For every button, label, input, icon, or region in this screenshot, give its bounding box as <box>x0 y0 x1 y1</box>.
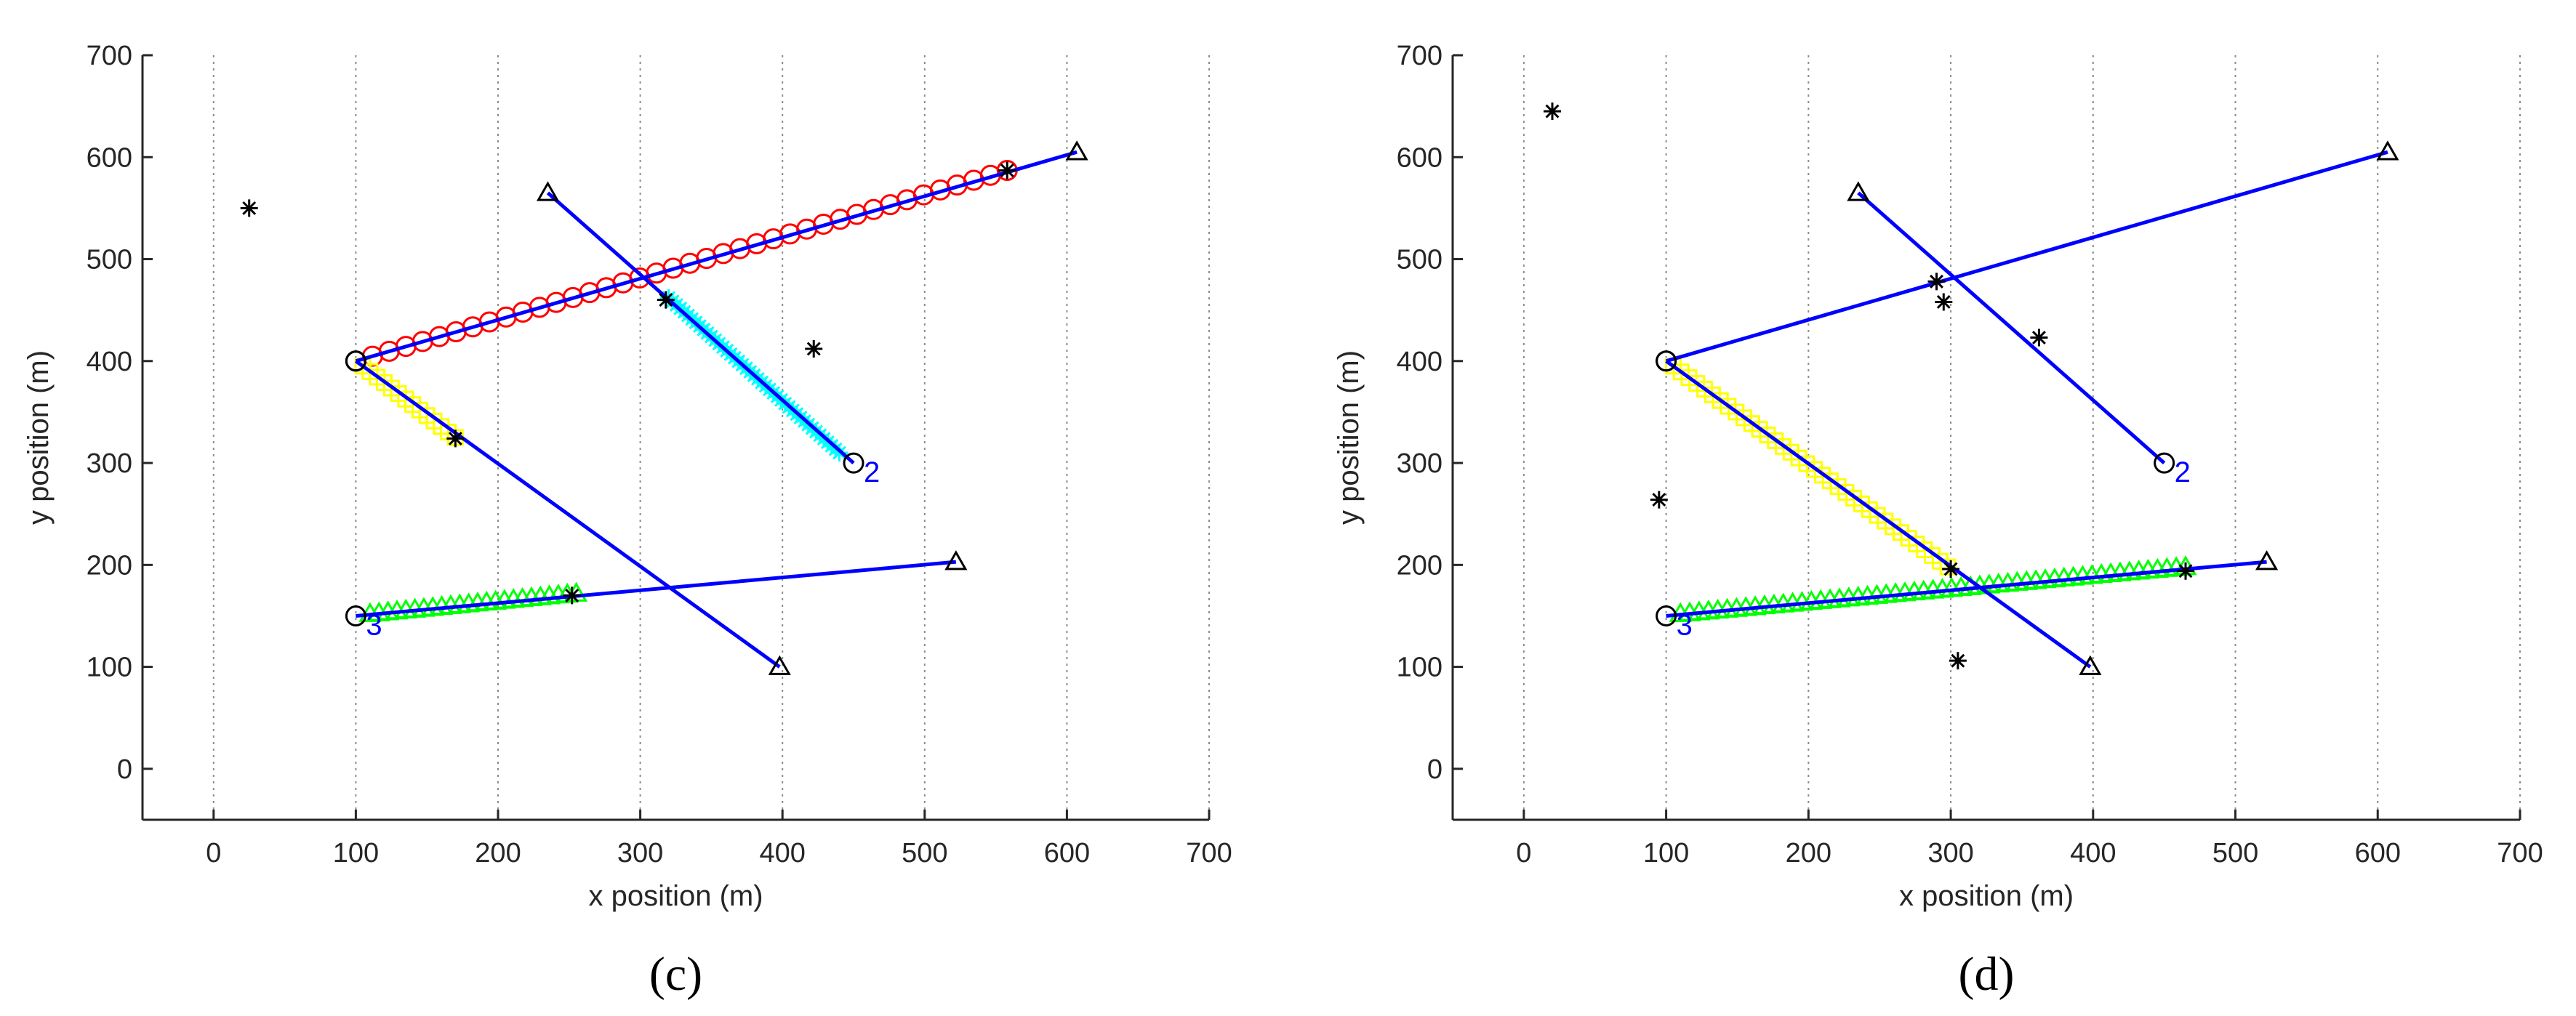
y-tick-label: 300 <box>1397 448 1443 479</box>
y-tick-label: 100 <box>1397 653 1443 683</box>
y-axis-label: y position (m) <box>1333 350 1365 525</box>
x-tick-label: 100 <box>333 838 379 868</box>
true-track-4 <box>1656 350 2102 675</box>
panel-label: (c) <box>649 948 702 1001</box>
y-tick-label: 0 <box>117 754 132 785</box>
true-track-3: 3 <box>1656 550 2279 641</box>
x-axis-label: x position (m) <box>1899 880 2074 912</box>
measurement-point <box>563 586 581 605</box>
chart-panel-d: 0 100 200 300 400 500 600 700 0 100 200 300 400 500 60… <box>1333 41 2543 1001</box>
true-track-line <box>1665 150 2388 363</box>
true-track-2: 2 <box>536 181 880 488</box>
x-tick-label: 200 <box>1786 838 1831 868</box>
y-tick-label: 500 <box>1397 245 1443 275</box>
y-tick-label: 600 <box>1397 142 1443 173</box>
true-track-line <box>355 150 1078 363</box>
x-tick-label: 500 <box>902 838 947 868</box>
measurement-point <box>1544 102 1562 121</box>
x-axis-label: x position (m) <box>588 880 763 912</box>
track-start-marker <box>1656 605 1677 626</box>
y-tick-label: 700 <box>87 41 132 71</box>
x-tick-label: 0 <box>206 838 221 868</box>
measurement-point <box>1927 273 1946 291</box>
y-tick-label: 200 <box>1397 550 1443 581</box>
x-tick-label: 0 <box>1516 838 1531 868</box>
x-tick-label: 700 <box>2497 838 2543 868</box>
measurement-point <box>240 199 258 217</box>
true-track-line <box>1857 191 2166 464</box>
true-track-1 <box>1656 140 2399 372</box>
measurement-point <box>1942 560 1960 578</box>
true-track-line <box>354 359 781 669</box>
measurement-point <box>2177 562 2195 580</box>
measurement-point <box>998 161 1016 180</box>
track-start-marker <box>345 605 366 626</box>
x-tick-label: 100 <box>1643 838 1689 868</box>
true-track-2: 2 <box>1847 181 2191 488</box>
estimated-track-2 <box>1664 358 1957 576</box>
y-tick-label: 400 <box>87 347 132 377</box>
measurement-point <box>446 430 465 448</box>
track-end-marker <box>2376 140 2399 161</box>
y-tick-label: 400 <box>1397 347 1443 377</box>
x-tick-label: 300 <box>1927 838 1973 868</box>
track-end-marker <box>768 655 791 675</box>
x-tick-label: 600 <box>2355 838 2401 868</box>
track-id-label: 3 <box>1677 609 1693 641</box>
y-tick-label: 500 <box>87 245 132 275</box>
track-point <box>1939 558 1957 576</box>
measurement-point <box>2030 328 2048 347</box>
measurement-point <box>657 291 675 309</box>
track-start-marker <box>843 452 864 474</box>
x-tick-label: 600 <box>1044 838 1090 868</box>
track-end-marker <box>2079 655 2102 675</box>
measurement-point <box>1935 293 1953 311</box>
track-end-marker <box>2255 550 2279 571</box>
true-track-line <box>1666 560 2267 618</box>
y-tick-label: 600 <box>87 142 132 173</box>
x-tick-label: 300 <box>617 838 663 868</box>
true-track-3: 3 <box>345 550 968 641</box>
true-track-line <box>1665 359 2092 669</box>
measurement-point <box>1650 491 1668 509</box>
track-end-marker <box>536 181 560 201</box>
true-track-line <box>546 191 855 464</box>
y-tick-label: 0 <box>1427 754 1443 785</box>
track-id-label: 2 <box>864 456 880 488</box>
y-tick-label: 300 <box>87 448 132 479</box>
y-axis-label: y position (m) <box>23 350 55 525</box>
track-start-marker <box>2154 452 2175 474</box>
true-track-line <box>356 560 957 618</box>
track-id-label: 3 <box>366 609 382 641</box>
track-start-marker <box>1656 350 1677 372</box>
track-id-label: 2 <box>2175 456 2191 488</box>
measurements <box>240 161 1016 605</box>
y-tick-label: 200 <box>87 550 132 581</box>
chart-panel-c: 0 100 200 300 400 500 600 700 0 100 200 300 400 500 60… <box>23 41 1232 1001</box>
measurement-point <box>1949 652 1967 670</box>
true-track-4 <box>345 350 791 675</box>
x-tick-label: 500 <box>2212 838 2258 868</box>
track-end-marker <box>1847 181 1870 201</box>
panel-label: (d) <box>1959 948 2015 1001</box>
measurement-point <box>805 339 823 358</box>
track-end-marker <box>1065 140 1088 161</box>
track-end-marker <box>944 550 968 571</box>
y-tick-label: 100 <box>87 653 132 683</box>
track-start-marker <box>345 350 366 372</box>
x-tick-label: 200 <box>475 838 521 868</box>
measurements <box>1544 102 2195 670</box>
y-tick-label: 700 <box>1397 41 1443 71</box>
estimated-track-3 <box>358 581 588 622</box>
x-tick-label: 700 <box>1186 838 1232 868</box>
x-tick-label: 400 <box>759 838 805 868</box>
x-tick-label: 400 <box>2070 838 2116 868</box>
